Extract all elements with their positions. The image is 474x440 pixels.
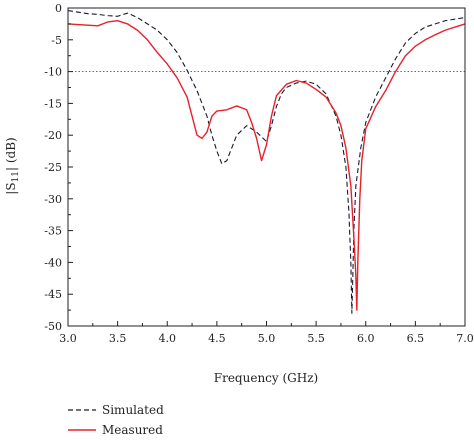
x-tick-label: 4.0 xyxy=(159,332,177,345)
series-layer xyxy=(67,9,466,314)
axes-layer: 3.0 3.5 4.0 4.5 5.0 5.5 6.0 6.5 7.0 0 -5 -10 -15 -20 -… xyxy=(44,2,473,345)
y-axis-title: |S11| (dB) xyxy=(4,137,21,194)
x-tick-label: 3.5 xyxy=(109,332,127,345)
series-line-measured xyxy=(67,20,466,311)
y-tick-label: -40 xyxy=(44,256,62,269)
y-tick-label: -35 xyxy=(44,225,62,238)
y-tick-label: -50 xyxy=(44,320,62,333)
x-tick-label: 5.5 xyxy=(307,332,325,345)
x-tick-label: 3.0 xyxy=(59,332,77,345)
x-tick-label: 6.0 xyxy=(357,332,375,345)
y-tick-label: -30 xyxy=(44,193,62,206)
y-tick-label: -5 xyxy=(51,34,62,47)
y-tick-label: -10 xyxy=(44,66,62,79)
x-axis-title: Frequency (GHz) xyxy=(214,371,318,385)
y-axis-title-main: |S xyxy=(4,182,18,194)
legend: Simulated Measured xyxy=(68,403,164,437)
y-tick-label: -20 xyxy=(44,129,62,142)
series-line-simulated xyxy=(67,9,466,314)
x-tick-label: 7.0 xyxy=(456,332,474,345)
y-axis-title-subscript: 11 xyxy=(11,171,21,182)
x-tick-label: 6.5 xyxy=(407,332,425,345)
y-tick-label: -45 xyxy=(44,288,62,301)
x-tick-label: 5.0 xyxy=(258,332,276,345)
y-axis-title-tail: | (dB) xyxy=(4,137,18,171)
legend-label-simulated: Simulated xyxy=(102,403,164,417)
y-tick-label: -25 xyxy=(44,161,62,174)
y-tick-label: 0 xyxy=(55,2,62,15)
y-tick-label: -15 xyxy=(44,97,62,110)
x-tick-label: 4.5 xyxy=(208,332,226,345)
legend-label-measured: Measured xyxy=(102,423,163,437)
